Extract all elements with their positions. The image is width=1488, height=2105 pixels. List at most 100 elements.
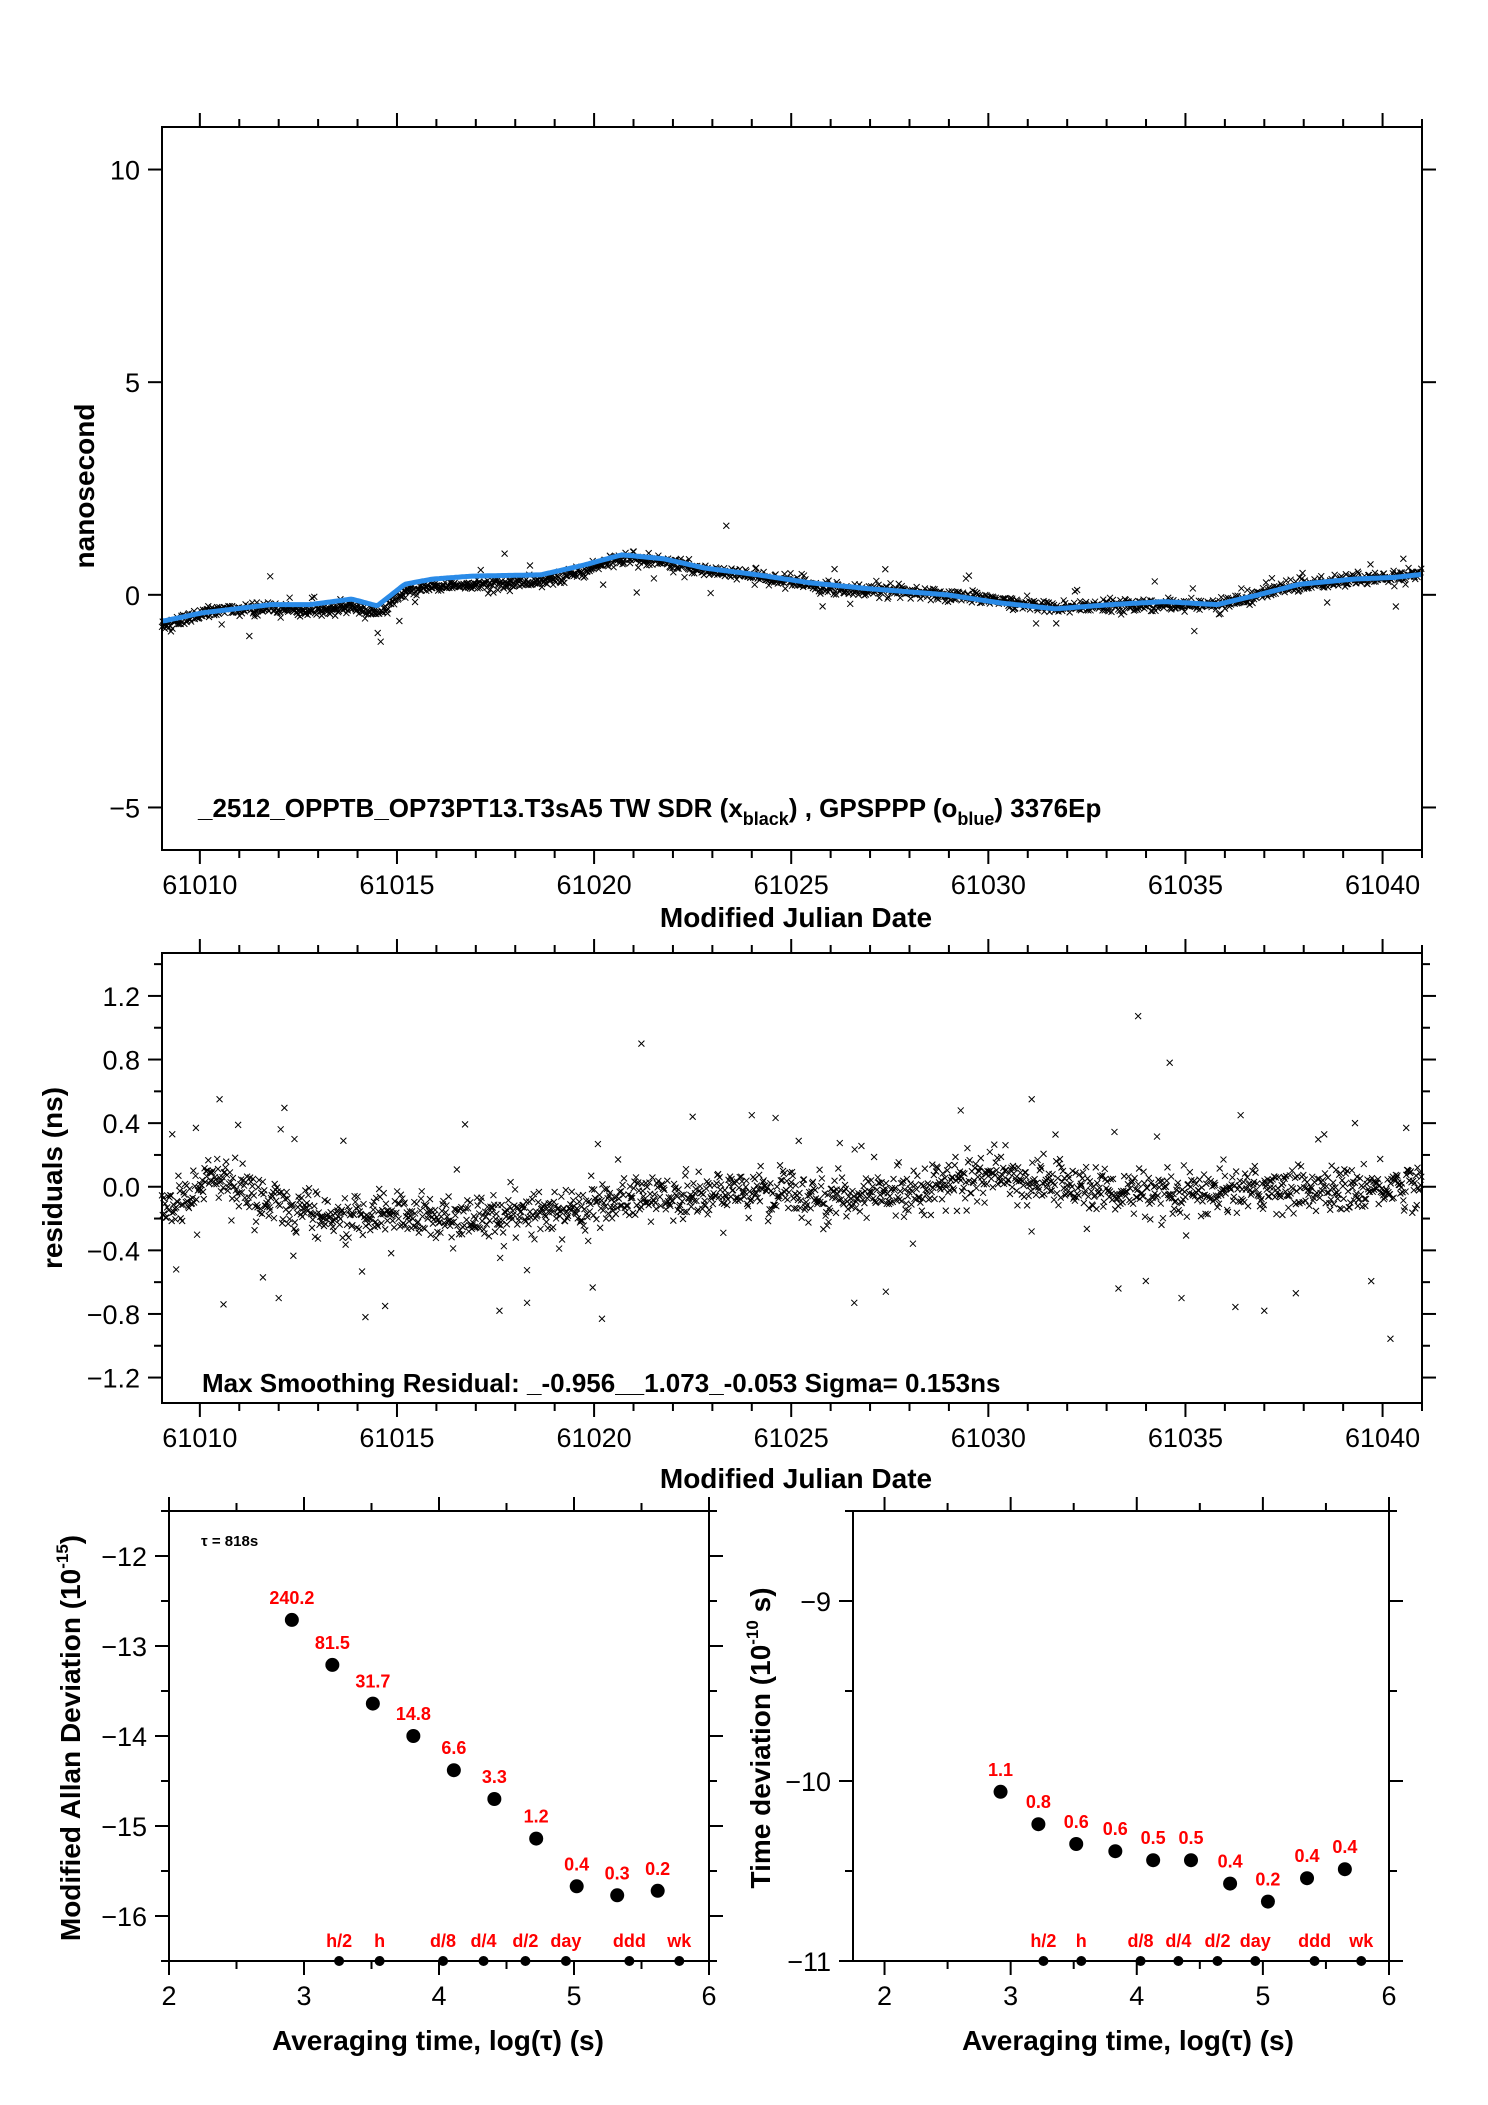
residual-point <box>490 1191 497 1199</box>
residual-point <box>245 1203 253 1211</box>
residual-point <box>1065 1174 1073 1182</box>
x-tick-label: 2 <box>877 1981 892 2011</box>
residual-point <box>451 1211 459 1219</box>
residual-point <box>561 1217 569 1225</box>
residual-point <box>1182 1232 1190 1239</box>
residual-point <box>928 1188 935 1196</box>
residual-point <box>602 1202 609 1210</box>
residual-point <box>563 1208 570 1216</box>
residual-point <box>661 1186 668 1194</box>
residual-outlier <box>638 1040 645 1047</box>
residual-point <box>562 1186 570 1194</box>
residual-point <box>522 1198 530 1205</box>
timeseries-point <box>218 621 226 628</box>
timeseries-point <box>310 593 318 601</box>
residual-point <box>564 1212 572 1220</box>
residual-point <box>834 1165 842 1172</box>
residual-outlier <box>172 1266 180 1273</box>
residual-point <box>168 1217 176 1225</box>
residual-point <box>1241 1170 1249 1177</box>
x-tick-label: 61035 <box>1148 870 1223 900</box>
timeseries-point <box>323 605 331 612</box>
deviation-point-label: 0.6 <box>1064 1812 1089 1832</box>
residual-outlier <box>850 1299 858 1307</box>
residual-point <box>856 1208 864 1215</box>
residual-point <box>660 1184 667 1192</box>
residual-point <box>967 1189 975 1197</box>
deviation-point-label: 0.2 <box>1255 1870 1280 1890</box>
residual-point <box>1068 1183 1076 1191</box>
residual-point <box>240 1182 248 1189</box>
timeseries-frame <box>161 126 1423 851</box>
residual-point <box>769 1190 776 1197</box>
residual-outlier <box>1166 1059 1174 1067</box>
tdev-ylabel-main: Time deviation <box>745 1693 776 1889</box>
residual-point <box>271 1180 279 1188</box>
timeseries-point <box>483 584 491 592</box>
residual-point <box>254 1183 262 1191</box>
residual-point <box>334 1203 342 1211</box>
residual-point <box>438 1207 446 1215</box>
residual-point <box>503 1220 511 1228</box>
timeseries-point <box>1317 572 1325 580</box>
x-tick-label: 61020 <box>557 870 632 900</box>
residual-point <box>814 1200 821 1208</box>
residual-point <box>492 1215 500 1223</box>
residual-point <box>596 1224 604 1232</box>
residual-point <box>1176 1188 1183 1196</box>
timeseries-point <box>374 629 382 637</box>
residual-point <box>298 1194 305 1202</box>
timeseries-point <box>465 579 473 587</box>
residual-point <box>195 1186 202 1194</box>
deviation-point-label: 0.3 <box>605 1863 630 1883</box>
residual-point <box>1028 1228 1035 1235</box>
residual-point <box>535 1188 543 1196</box>
residual-point <box>551 1188 558 1196</box>
residual-point <box>692 1185 700 1193</box>
residual-point <box>560 1204 567 1212</box>
residual-point <box>1232 1303 1239 1311</box>
timeseries-point <box>314 606 322 613</box>
residual-point <box>520 1204 528 1212</box>
residual-point <box>1083 1225 1091 1233</box>
timeseries-point <box>581 573 589 580</box>
residual-outlier <box>1028 1095 1036 1103</box>
residual-point <box>217 1187 225 1195</box>
residual-point <box>457 1203 465 1211</box>
residual-point <box>1408 1209 1416 1217</box>
x-tick-label: 2 <box>161 1981 176 2011</box>
residual-point <box>1061 1192 1069 1199</box>
timeseries-point <box>681 573 688 581</box>
residual-point <box>476 1224 484 1232</box>
residual-point <box>343 1221 351 1229</box>
deviation-point <box>446 1763 461 1778</box>
residual-point <box>418 1187 426 1195</box>
residual-point <box>528 1231 535 1238</box>
residual-point <box>863 1214 870 1222</box>
residual-point <box>1125 1173 1133 1180</box>
residual-point <box>619 1181 626 1189</box>
residual-point <box>1167 1173 1175 1180</box>
residual-point <box>911 1181 919 1189</box>
annotation-prefix: _2512_OPPTB_OP73PT13.T3sA5 TW SDR (x <box>197 793 743 823</box>
timeseries-point <box>722 522 730 530</box>
residual-point <box>1050 1196 1058 1204</box>
residual-point <box>218 1177 226 1185</box>
residual-point <box>690 1179 697 1187</box>
residual-point <box>460 1207 467 1215</box>
residual-point <box>579 1191 587 1199</box>
residual-point <box>934 1164 941 1172</box>
residual-point <box>593 1215 600 1223</box>
residual-point <box>1040 1190 1048 1198</box>
timeseries-point <box>599 581 607 589</box>
residual-point <box>189 1167 197 1174</box>
residual-point <box>234 1121 242 1129</box>
timeseries-point <box>277 614 285 621</box>
timeseries-point <box>707 589 714 597</box>
residual-point <box>686 1198 694 1206</box>
residual-point <box>776 1161 784 1169</box>
residual-point <box>236 1189 243 1196</box>
residual-point <box>460 1222 468 1229</box>
residual-point <box>421 1225 429 1233</box>
residual-point <box>927 1211 935 1219</box>
